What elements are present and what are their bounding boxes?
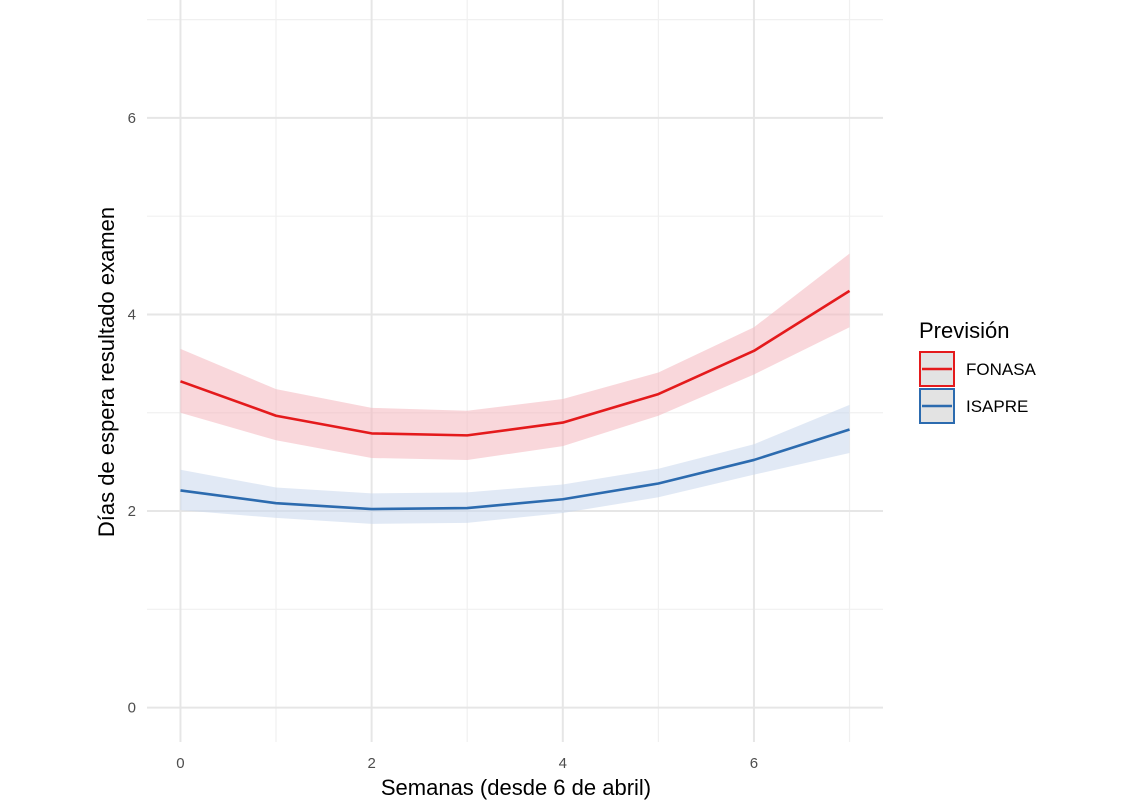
grid-minor xyxy=(147,0,883,742)
series-lines xyxy=(180,289,851,511)
confidence-bands xyxy=(180,253,850,524)
y-tick-label-0: 0 xyxy=(128,700,136,717)
grid-major xyxy=(147,0,883,742)
legend: Previsión FONASA ISAPRE xyxy=(919,318,1037,424)
legend-item-isapre: ISAPRE xyxy=(919,388,1028,424)
line-isapre xyxy=(180,428,850,511)
legend-label-fonasa: FONASA xyxy=(966,360,1037,379)
line-fonasa xyxy=(180,289,851,437)
band-isapre xyxy=(180,404,850,524)
x-tick-label-6: 6 xyxy=(750,755,758,772)
x-tick-label-2: 2 xyxy=(367,755,375,772)
legend-item-fonasa: FONASA xyxy=(919,351,1037,387)
legend-label-isapre: ISAPRE xyxy=(966,397,1028,416)
x-axis-title: Semanas (desde 6 de abril) xyxy=(381,775,651,800)
x-tick-label-4: 4 xyxy=(559,755,567,772)
y-axis-ticks: 0 2 4 6 xyxy=(128,110,136,717)
y-axis-title: Días de espera resultado examen xyxy=(94,207,119,537)
x-tick-label-0: 0 xyxy=(176,755,184,772)
y-tick-label-4: 4 xyxy=(128,306,136,323)
band-fonasa xyxy=(180,253,850,460)
legend-title: Previsión xyxy=(919,318,1009,343)
y-tick-label-6: 6 xyxy=(128,110,136,127)
y-tick-label-2: 2 xyxy=(128,503,136,520)
x-axis-ticks: 0 2 4 6 xyxy=(176,755,758,772)
